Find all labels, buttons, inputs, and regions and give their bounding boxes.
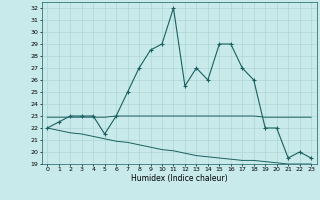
- X-axis label: Humidex (Indice chaleur): Humidex (Indice chaleur): [131, 174, 228, 183]
